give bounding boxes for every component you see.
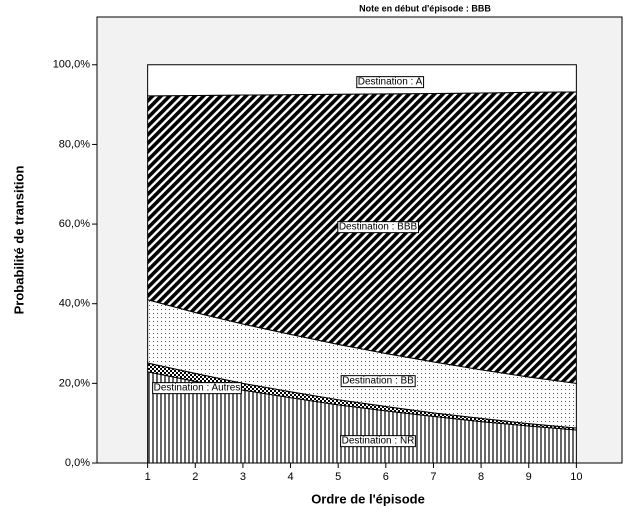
- series-label: Destination : A: [358, 77, 423, 88]
- series-label: Destination : NR: [342, 436, 415, 447]
- label-box: [340, 375, 416, 388]
- x-tick-label: 8: [478, 471, 484, 483]
- y-axis-title: Probabilité de transition: [11, 166, 26, 315]
- label-box: [337, 221, 420, 234]
- y-tick-label: 80,0%: [59, 138, 90, 150]
- label-box: [152, 382, 242, 395]
- x-tick-label: 4: [287, 471, 293, 483]
- y-tick-label: 40,0%: [59, 298, 90, 310]
- series-label: Destination : BB: [342, 376, 414, 387]
- x-tick-label: 10: [570, 471, 582, 483]
- x-tick-label: 6: [383, 471, 389, 483]
- x-tick-label: 1: [145, 471, 151, 483]
- label-box: [340, 435, 416, 448]
- x-axis-title: Ordre de l'épisode: [311, 491, 425, 506]
- y-tick-label: 100,0%: [53, 59, 91, 71]
- x-tick-label: 9: [526, 471, 532, 483]
- label-box: [356, 76, 425, 89]
- y-tick-label: 0,0%: [65, 457, 90, 469]
- series-label: Destination : BBB: [339, 222, 418, 233]
- x-tick-label: 2: [192, 471, 198, 483]
- chart-title: Note en début d'épisode : BBB: [359, 3, 491, 13]
- y-tick-label: 20,0%: [59, 377, 90, 389]
- x-tick-label: 5: [335, 471, 341, 483]
- y-tick-label: 60,0%: [59, 218, 90, 230]
- series-label: Destination : Autres: [154, 383, 241, 394]
- x-tick-label: 7: [430, 471, 436, 483]
- x-tick-label: 3: [240, 471, 246, 483]
